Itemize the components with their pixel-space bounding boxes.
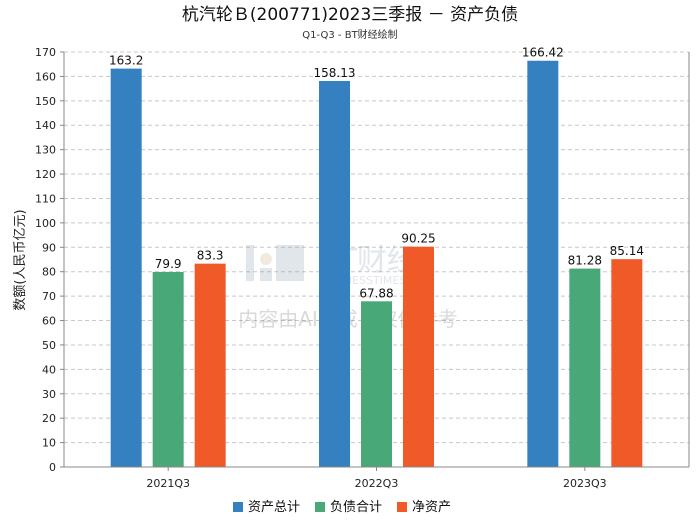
- watermark-logo-icon: [246, 245, 304, 281]
- y-tick-label: 30: [42, 388, 56, 401]
- legend-swatch: [233, 502, 243, 512]
- y-tick-label: 80: [42, 266, 56, 279]
- y-tick-label: 70: [42, 290, 56, 303]
- bar: [194, 263, 226, 467]
- bar: [527, 60, 559, 467]
- y-tick-label: 130: [35, 144, 56, 157]
- y-tick-label: 0: [49, 461, 56, 474]
- data-label: 83.3: [197, 249, 224, 263]
- data-label: 81.28: [568, 254, 602, 268]
- x-tick-label: 2021Q3: [146, 477, 190, 490]
- bar: [569, 268, 601, 467]
- chart-title: 杭汽轮Ｂ(200771)2023三季报 － 资产负债: [182, 5, 518, 25]
- bar: [611, 259, 643, 467]
- legend-label: 负债合计: [330, 500, 382, 515]
- data-label: 90.25: [401, 232, 435, 246]
- y-tick-label: 90: [42, 241, 56, 254]
- y-tick-label: 160: [35, 70, 56, 83]
- data-label: 85.14: [610, 244, 644, 258]
- data-label: 166.42: [522, 46, 564, 60]
- data-labels: 163.2 79.9 83.3 158.13 67.88 90.25 166.42 81.28…: [109, 46, 644, 301]
- y-tick-label: 10: [42, 437, 56, 450]
- legend-label: 资产总计: [248, 500, 300, 515]
- bar: [152, 271, 184, 467]
- chart-subtitle: Q1-Q3 - BT财经绘制: [302, 28, 397, 41]
- legend-swatch: [315, 502, 325, 512]
- y-tick-label: 110: [35, 192, 56, 205]
- y-axis-label: 数额(人民币亿元): [13, 209, 28, 310]
- bar: [319, 80, 350, 467]
- y-tick-label: 40: [42, 363, 56, 376]
- y-tick-label: 150: [35, 95, 56, 108]
- y-tick-label: 120: [35, 168, 56, 181]
- y-tick-label: 100: [35, 217, 56, 230]
- data-label: 158.13: [314, 66, 356, 80]
- y-tick-label: 140: [35, 119, 56, 132]
- y-axis-ticks: 0 10 20 30 40 50 60 70 80 90 100 110 120 130 140 150 160…: [35, 46, 64, 474]
- bars: [110, 60, 643, 467]
- data-label: 163.2: [109, 54, 143, 68]
- bar: [361, 301, 392, 467]
- data-label: 67.88: [359, 286, 393, 300]
- legend: 资产总计 负债合计 净资产: [233, 500, 451, 515]
- x-axis-ticks: 2021Q3 2022Q3 2023Q3: [146, 467, 607, 490]
- bar: [110, 68, 142, 467]
- legend-label: 净资产: [412, 500, 451, 515]
- y-tick-label: 20: [42, 412, 56, 425]
- y-tick-label: 170: [35, 46, 56, 59]
- y-tick-label: 60: [42, 315, 56, 328]
- bar: [403, 246, 434, 467]
- x-tick-label: 2023Q3: [563, 477, 607, 490]
- x-tick-label: 2022Q3: [355, 477, 399, 490]
- data-label: 79.9: [155, 257, 182, 271]
- y-tick-label: 50: [42, 339, 56, 352]
- legend-swatch: [397, 502, 407, 512]
